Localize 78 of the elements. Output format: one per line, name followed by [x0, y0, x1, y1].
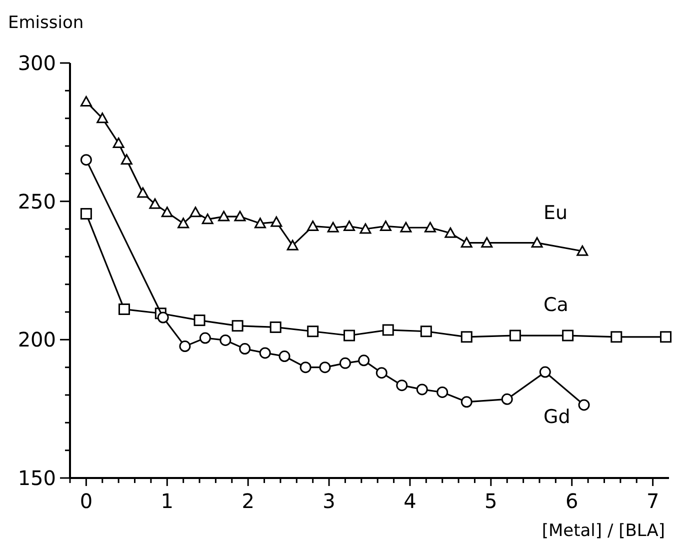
- x-tick-label: 4: [404, 489, 416, 513]
- point: [179, 340, 191, 352]
- point: [80, 154, 92, 166]
- point: [396, 380, 408, 392]
- point: [400, 222, 412, 232]
- y-tick-label: 150: [18, 466, 56, 490]
- x-tick-label: 6: [566, 489, 578, 513]
- point: [120, 154, 132, 165]
- point: [382, 324, 394, 336]
- x-tick-label: 0: [80, 489, 93, 513]
- point: [610, 331, 622, 343]
- point: [531, 237, 543, 248]
- x-tick-label: 2: [242, 489, 254, 513]
- point: [660, 331, 672, 343]
- point: [286, 240, 298, 250]
- x-tick-label: 1: [160, 489, 174, 513]
- series-label: Gd: [544, 406, 570, 428]
- point: [137, 187, 149, 198]
- point: [149, 198, 161, 209]
- point: [420, 326, 432, 338]
- point: [327, 222, 339, 232]
- point: [460, 396, 472, 408]
- point: [254, 218, 266, 228]
- point: [202, 214, 214, 224]
- y-axis-title: Emission: [8, 13, 84, 33]
- point: [562, 330, 574, 342]
- point: [539, 366, 551, 378]
- point: [416, 384, 428, 396]
- y-tick-label: 200: [18, 328, 56, 352]
- y-tick-label: 250: [18, 189, 56, 214]
- x-tick-label: 3: [322, 489, 336, 513]
- point: [481, 237, 493, 248]
- point: [376, 367, 388, 379]
- point: [270, 321, 282, 333]
- point: [270, 216, 282, 227]
- point: [307, 326, 319, 338]
- point: [424, 222, 436, 232]
- point: [96, 112, 108, 124]
- point: [157, 312, 169, 324]
- point: [344, 330, 356, 342]
- point: [112, 137, 124, 148]
- point: [80, 96, 92, 106]
- point: [220, 334, 232, 346]
- point: [509, 330, 521, 342]
- point: [358, 354, 370, 366]
- point: [307, 220, 319, 231]
- point: [161, 206, 173, 218]
- point: [118, 303, 130, 315]
- x-tick-label: 7: [646, 489, 660, 513]
- point: [501, 393, 513, 405]
- point: [194, 314, 206, 326]
- y-tick-label: 300: [18, 51, 56, 75]
- point: [234, 210, 246, 222]
- point: [460, 331, 472, 343]
- point: [444, 227, 456, 238]
- x-axis-title: [Metal] / [BLA]: [542, 521, 665, 541]
- point: [460, 237, 472, 248]
- point: [380, 220, 392, 231]
- series-label: Eu: [544, 202, 568, 224]
- point: [319, 362, 331, 374]
- point: [80, 208, 92, 220]
- x-tick-label: 5: [484, 489, 498, 513]
- point: [232, 320, 244, 332]
- point: [339, 357, 351, 369]
- point: [178, 218, 190, 228]
- point: [576, 245, 588, 256]
- point: [190, 206, 202, 218]
- point: [259, 347, 271, 359]
- point: [344, 220, 356, 231]
- point: [278, 350, 290, 362]
- point: [199, 332, 211, 344]
- series-label: Ca: [544, 294, 568, 316]
- point: [218, 210, 230, 222]
- point: [300, 362, 312, 374]
- point: [239, 343, 251, 355]
- point: [436, 386, 448, 398]
- point: [578, 399, 590, 411]
- point: [360, 223, 372, 234]
